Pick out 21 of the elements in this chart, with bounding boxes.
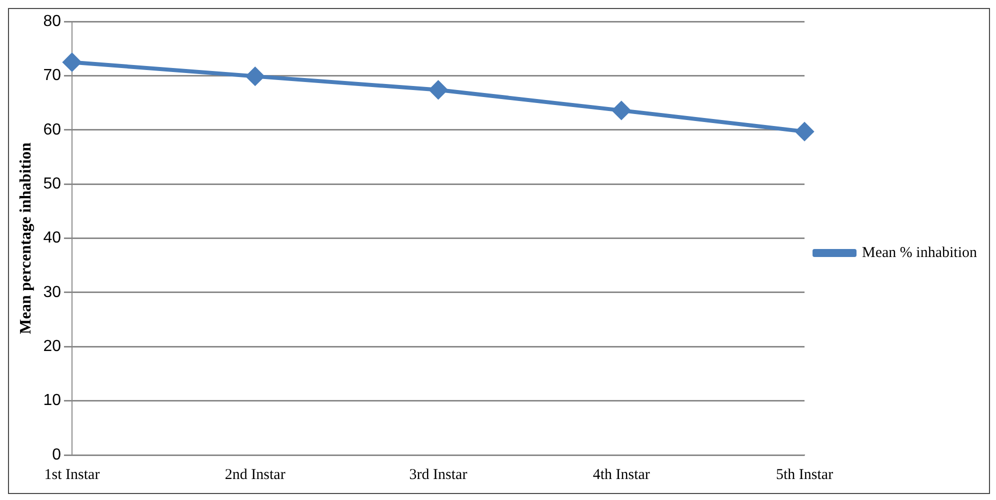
y-tick-label: 10 <box>43 392 62 410</box>
y-tick-label: 70 <box>43 67 62 84</box>
y-tick-label: 0 <box>52 446 62 464</box>
y-axis-title: Mean percentage inhabition <box>18 142 35 334</box>
y-tick-label: 50 <box>43 176 62 193</box>
point <box>796 122 814 141</box>
point <box>612 101 630 120</box>
x-tick-label: 1st Instar <box>44 466 100 483</box>
y-tick-label: 60 <box>43 121 62 138</box>
legend-label: Mean % inhabition <box>862 244 978 261</box>
y-tick-label: 80 <box>43 13 62 30</box>
x-tick-label: 3rd Instar <box>409 466 468 483</box>
y-tick-label: 40 <box>43 230 62 247</box>
point <box>429 80 448 99</box>
y-tick-label: 30 <box>43 284 62 301</box>
x-tick-label: 2nd Instar <box>224 466 286 483</box>
x-tick-label: 5th Instar <box>776 466 834 483</box>
y-tick-label: 20 <box>43 338 62 356</box>
point <box>62 53 81 72</box>
x-tick-label: 4th Instar <box>592 466 650 483</box>
point <box>246 67 264 86</box>
